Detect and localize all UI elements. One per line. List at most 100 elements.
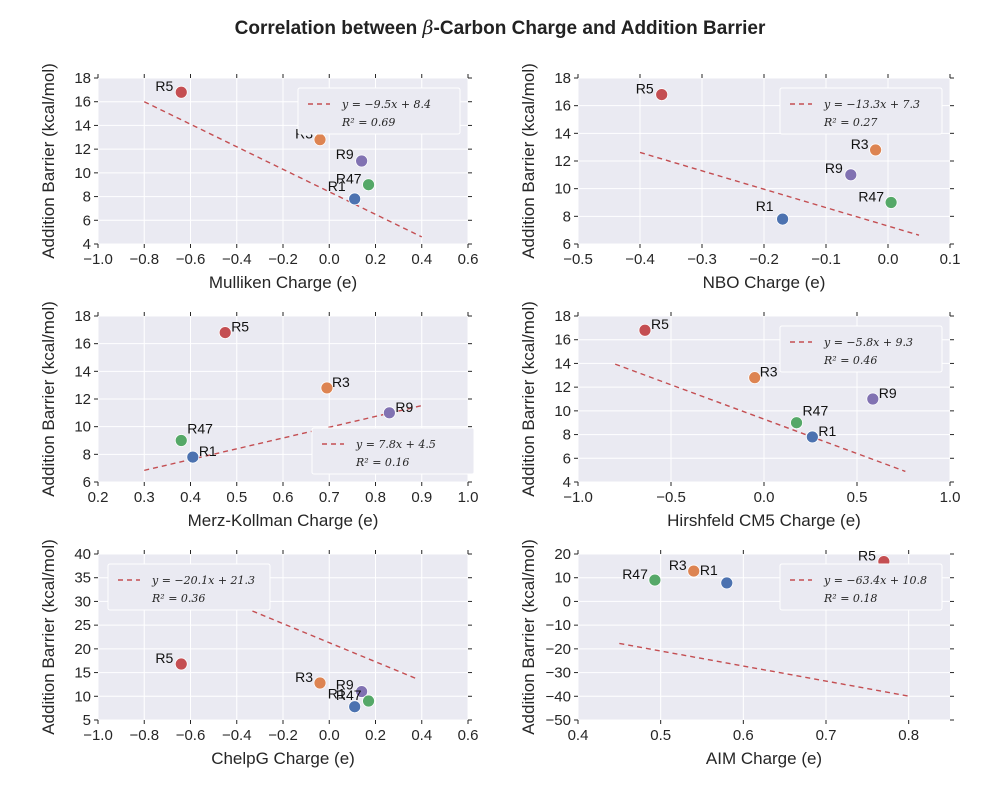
y-axis-label: Addition Barrier (kcal/mol) bbox=[519, 63, 538, 259]
y-tick-label: −40 bbox=[546, 688, 571, 705]
x-tick-label: 0.8 bbox=[898, 727, 919, 744]
x-tick-label: 0.2 bbox=[365, 727, 386, 744]
x-tick-label: 0.4 bbox=[568, 727, 589, 744]
x-tick-label: 0.0 bbox=[319, 727, 340, 744]
y-tick-label: 14 bbox=[74, 117, 91, 134]
fit-line bbox=[614, 363, 906, 473]
x-tick-label: 0.0 bbox=[319, 251, 340, 268]
point-label-r1: R1 bbox=[756, 198, 774, 214]
point-label-r3: R3 bbox=[851, 136, 869, 152]
y-tick-label: 35 bbox=[74, 570, 91, 587]
data-point-r47 bbox=[362, 694, 375, 708]
x-tick-label: −0.3 bbox=[687, 251, 717, 268]
point-label-r47: R47 bbox=[622, 566, 648, 582]
point-label-r9: R9 bbox=[825, 160, 843, 176]
x-tick-label: −0.6 bbox=[176, 251, 206, 268]
point-label-r3: R3 bbox=[760, 364, 778, 380]
y-tick-label: 12 bbox=[554, 379, 571, 396]
x-tick-label: 0.0 bbox=[754, 489, 775, 506]
legend-equation: y = −13.3x + 7.3 bbox=[823, 98, 920, 111]
data-point-r9 bbox=[866, 392, 880, 406]
point-label-r47: R47 bbox=[858, 189, 884, 205]
y-tick-label: 12 bbox=[74, 141, 91, 158]
point-label-r9: R9 bbox=[336, 677, 354, 693]
data-point-r47 bbox=[884, 196, 898, 209]
point-label-r3: R3 bbox=[332, 374, 350, 390]
legend: y = −20.1x + 21.3 R² = 0.36 bbox=[107, 563, 271, 611]
point-label-r3: R3 bbox=[669, 557, 687, 573]
y-tick-label: −50 bbox=[546, 712, 571, 729]
data-point-r9 bbox=[844, 168, 858, 182]
fit-line bbox=[143, 101, 423, 238]
y-tick-label: 20 bbox=[74, 641, 91, 658]
data-point-r1 bbox=[805, 430, 819, 444]
y-tick-label: 0 bbox=[563, 593, 571, 610]
x-tick-label: 0.3 bbox=[134, 489, 155, 506]
x-tick-label: −0.2 bbox=[268, 727, 298, 744]
data-point-r9 bbox=[355, 685, 369, 698]
data-point-r3 bbox=[869, 143, 882, 157]
y-tick-label: 18 bbox=[74, 70, 91, 87]
y-tick-label: 40 bbox=[74, 546, 91, 563]
title-prefix: Correlation between bbox=[235, 18, 423, 39]
point-label-r1: R1 bbox=[328, 686, 346, 702]
legend-frame bbox=[779, 325, 943, 373]
x-tick-label: 0.8 bbox=[365, 489, 386, 506]
point-label-r47: R47 bbox=[803, 403, 829, 419]
legend-r-squared: R² = 0.69 bbox=[341, 116, 395, 129]
legend-equation: y = −5.8x + 9.3 bbox=[823, 336, 913, 349]
data-point-r1 bbox=[348, 700, 362, 714]
y-tick-label: 16 bbox=[74, 94, 91, 111]
y-tick-label: 16 bbox=[554, 98, 571, 115]
x-tick-label: 0.5 bbox=[847, 489, 868, 506]
title-suffix: -Carbon Charge and Addition Barrier bbox=[434, 18, 766, 39]
x-tick-label: −0.5 bbox=[563, 251, 593, 268]
x-tick-label: −0.2 bbox=[268, 251, 298, 268]
data-point-r47 bbox=[174, 434, 188, 447]
y-tick-label: 18 bbox=[74, 308, 91, 325]
y-tick-label: 12 bbox=[554, 153, 571, 170]
legend: y = −63.4x + 10.8 R² = 0.18 bbox=[779, 563, 943, 611]
data-point-r9 bbox=[355, 154, 369, 168]
y-tick-label: 25 bbox=[74, 617, 91, 634]
legend-r-squared: R² = 0.16 bbox=[355, 456, 409, 469]
x-tick-label: 0.0 bbox=[878, 251, 899, 268]
y-axis-label: Addition Barrier (kcal/mol) bbox=[39, 301, 58, 497]
point-label-r1: R1 bbox=[199, 443, 217, 459]
x-tick-label: 0.6 bbox=[733, 727, 754, 744]
y-tick-label: 5 bbox=[83, 712, 91, 729]
point-label-r5: R5 bbox=[858, 548, 876, 564]
x-tick-label: −0.4 bbox=[625, 251, 655, 268]
y-tick-label: −30 bbox=[546, 665, 571, 682]
subplot-2: −0.5 −0.4 −0.3 −0.2 −0.1 0.0 0.1 6 8 10 12 14 16 18 NB… bbox=[519, 63, 960, 292]
x-tick-label: −0.8 bbox=[129, 251, 159, 268]
y-tick-label: 18 bbox=[554, 70, 571, 87]
data-point-r47 bbox=[648, 573, 662, 587]
x-tick-label: −0.1 bbox=[811, 251, 841, 268]
legend-r-squared: R² = 0.36 bbox=[151, 592, 205, 605]
data-point-r9 bbox=[382, 406, 396, 420]
point-label-r5: R5 bbox=[636, 81, 654, 97]
y-tick-label: 30 bbox=[74, 593, 91, 610]
y-tick-label: 15 bbox=[74, 665, 91, 682]
y-tick-label: 10 bbox=[74, 419, 91, 436]
subplot-3: 0.2 0.3 0.4 0.5 0.6 0.7 0.8 0.9 1.0 6 8 10 12 14 16 18 M… bbox=[39, 301, 478, 530]
subplot-5: −1.0 −0.8 −0.6 −0.4 −0.2 0.0 0.2 0.4 0.6 5 10 15 20 2… bbox=[39, 539, 478, 768]
x-axis-label: AIM Charge (e) bbox=[706, 749, 822, 768]
data-point-r5 bbox=[174, 657, 188, 671]
x-tick-label: −0.4 bbox=[222, 727, 252, 744]
point-label-r1: R1 bbox=[700, 562, 718, 578]
title-beta: β bbox=[422, 17, 434, 39]
legend-equation: y = −9.5x + 8.4 bbox=[341, 98, 431, 111]
y-tick-label: −20 bbox=[546, 641, 571, 658]
data-point-r3 bbox=[313, 676, 327, 690]
y-tick-label: 8 bbox=[83, 189, 91, 206]
y-tick-label: 10 bbox=[554, 570, 571, 587]
y-tick-label: 12 bbox=[74, 391, 91, 408]
legend: y = 7.8x + 4.5 R² = 0.16 bbox=[311, 427, 475, 475]
x-tick-label: −0.6 bbox=[176, 727, 206, 744]
point-label-r9: R9 bbox=[879, 385, 897, 401]
y-tick-label: 6 bbox=[83, 212, 91, 229]
y-tick-label: −10 bbox=[546, 617, 571, 634]
y-tick-label: 10 bbox=[74, 688, 91, 705]
